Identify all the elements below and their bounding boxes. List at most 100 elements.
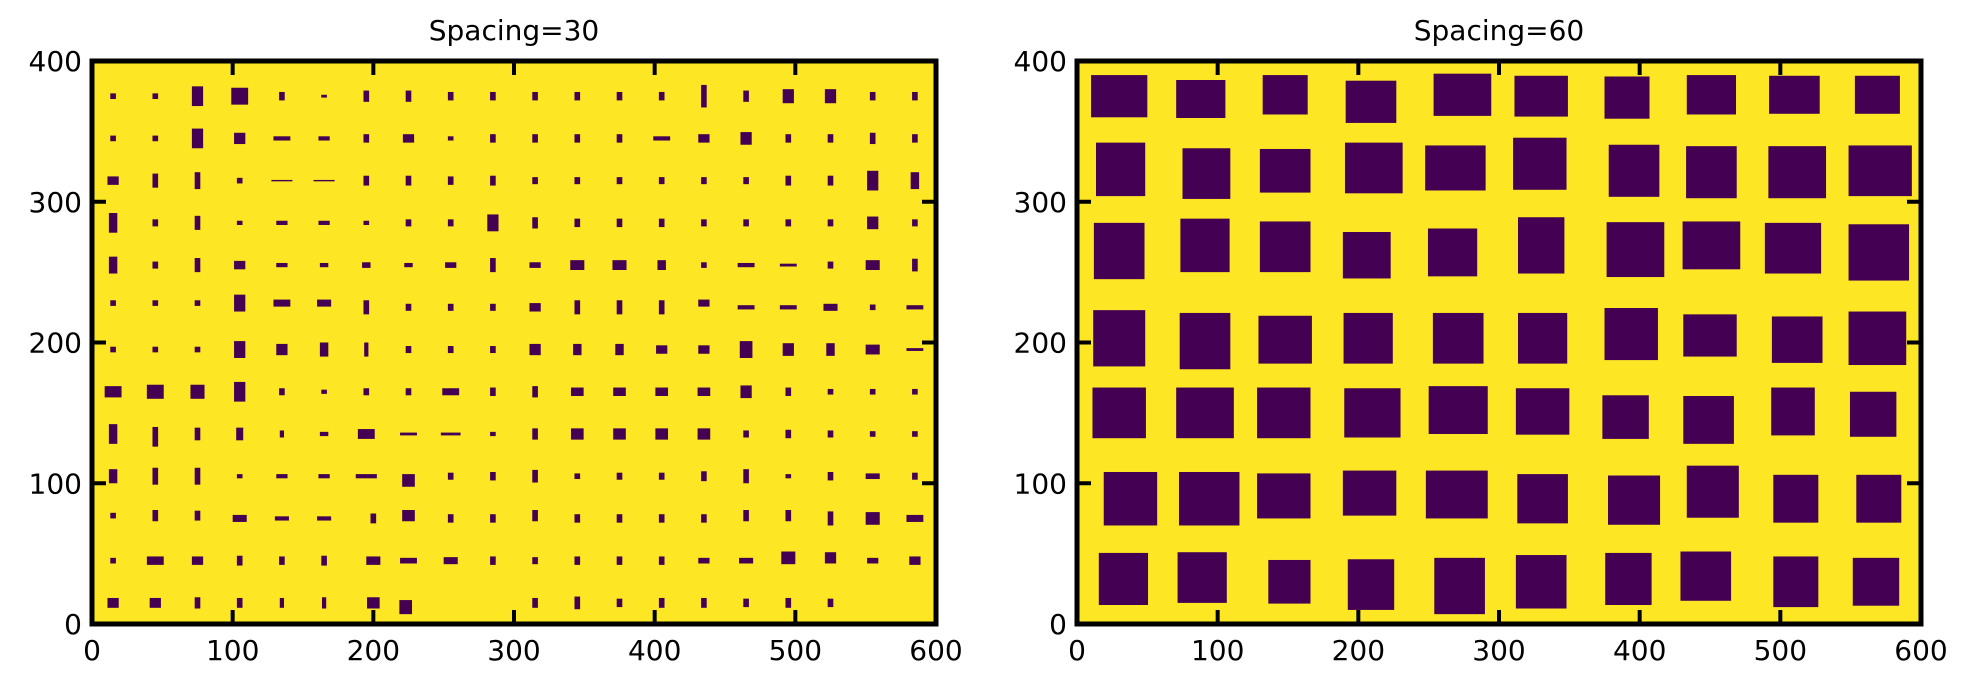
heatmap-cell-left-63 bbox=[402, 474, 415, 487]
heatmap-cell-left-254 bbox=[869, 91, 876, 101]
heatmap-cell-right-6 bbox=[1605, 552, 1652, 605]
heatmap-cell-left-228 bbox=[616, 134, 623, 143]
heatmap-cell-left-196 bbox=[107, 176, 119, 185]
heatmap-cell-left-184 bbox=[447, 219, 454, 227]
heatmap-cell-left-171 bbox=[737, 262, 755, 268]
heatmap-cell-left-115 bbox=[912, 388, 918, 395]
heatmap-cell-right-49 bbox=[1848, 224, 1910, 281]
heatmap-cell-left-179 bbox=[236, 220, 243, 225]
heatmap-cell-left-165 bbox=[490, 258, 496, 273]
heatmap-cell-left-252 bbox=[782, 89, 794, 104]
heatmap-cell-left-173 bbox=[827, 261, 834, 269]
heatmap-cell-right-36 bbox=[1604, 308, 1658, 361]
heatmap-cell-left-170 bbox=[701, 262, 707, 268]
x-tick-label-right-5: 500 bbox=[1754, 634, 1807, 667]
y-tick-label-right-0: 0 bbox=[1049, 608, 1067, 641]
heatmap-cell-left-129 bbox=[656, 345, 668, 354]
heatmap-cell-right-28 bbox=[1771, 387, 1815, 436]
heatmap-cell-left-108 bbox=[613, 387, 626, 396]
heatmap-cell-left-198 bbox=[194, 172, 201, 190]
y-tick-label-left-1: 100 bbox=[29, 467, 82, 500]
heatmap-cell-left-248 bbox=[616, 91, 623, 101]
heatmap-cell-right-52 bbox=[1259, 148, 1311, 193]
heatmap-cell-right-46 bbox=[1606, 222, 1665, 278]
heatmap-cell-right-4 bbox=[1434, 557, 1485, 615]
heatmap-cell-left-186 bbox=[532, 217, 538, 229]
heatmap-cell-left-216 bbox=[110, 135, 116, 142]
heatmap-cell-left-176 bbox=[108, 213, 118, 233]
heatmap-cell-left-181 bbox=[318, 220, 330, 225]
heatmap-cell-left-77 bbox=[152, 426, 159, 447]
heatmap-cell-left-167 bbox=[570, 260, 585, 271]
heatmap-cell-left-97 bbox=[146, 384, 164, 399]
heatmap-cell-left-166 bbox=[529, 262, 541, 268]
heatmap-cell-left-43 bbox=[402, 509, 415, 522]
heatmap-cell-left-122 bbox=[364, 342, 369, 357]
heatmap-cell-left-111 bbox=[740, 385, 752, 399]
heatmap-cell-left-210 bbox=[701, 177, 707, 185]
heatmap-cell-left-88 bbox=[613, 428, 626, 440]
heatmap-cell-right-34 bbox=[1432, 312, 1484, 364]
heatmap-cell-right-3 bbox=[1347, 559, 1395, 610]
heatmap-cell-left-212 bbox=[785, 175, 792, 186]
heatmap-cell-left-26 bbox=[532, 557, 538, 565]
heatmap-cell-right-67 bbox=[1686, 75, 1737, 115]
heatmap-cell-right-59 bbox=[1848, 145, 1912, 197]
heatmap-cell-left-201 bbox=[313, 179, 335, 182]
heatmap-cell-left-146 bbox=[529, 303, 541, 312]
heatmap-cell-left-224 bbox=[447, 136, 454, 141]
heatmap-cell-left-82 bbox=[357, 429, 375, 439]
heatmap-cell-left-91 bbox=[743, 430, 749, 438]
heatmap-cell-left-75 bbox=[912, 472, 918, 480]
heatmap-cell-left-53 bbox=[827, 511, 834, 526]
heatmap-cell-right-65 bbox=[1514, 75, 1568, 117]
heatmap-cell-left-68 bbox=[616, 472, 623, 480]
heatmap-cell-left-190 bbox=[701, 219, 707, 227]
heatmap-cell-left-180 bbox=[276, 220, 288, 225]
heatmap-cell-right-31 bbox=[1179, 312, 1231, 370]
heatmap-cell-left-112 bbox=[785, 387, 792, 396]
heatmap-cell-right-29 bbox=[1849, 391, 1897, 437]
heatmap-right: 0 100 200 300 400 500 600 0 100 200 300 400 bbox=[1014, 45, 1948, 667]
heatmap-cell-left-44 bbox=[447, 514, 454, 523]
heatmap-cell-left-125 bbox=[490, 346, 496, 354]
heatmap-cell-left-19 bbox=[236, 555, 243, 566]
x-tick-label-right-0: 0 bbox=[1068, 634, 1086, 667]
heatmap-cell-right-18 bbox=[1773, 474, 1819, 523]
heatmap-cell-left-155 bbox=[906, 305, 924, 310]
heatmap-cell-left-235 bbox=[912, 134, 918, 143]
heatmap-cell-left-96 bbox=[104, 386, 122, 398]
heatmap-cell-right-60 bbox=[1091, 75, 1148, 118]
heatmap-cell-left-104 bbox=[442, 388, 460, 396]
heatmap-cell-left-90 bbox=[697, 428, 711, 440]
heatmap-cell-left-30 bbox=[698, 557, 710, 564]
heatmap-cell-left-204 bbox=[447, 176, 454, 185]
heatmap-cell-left-78 bbox=[194, 427, 201, 441]
heatmap-cell-left-123 bbox=[405, 346, 412, 354]
heatmap-cell-left-218 bbox=[191, 128, 204, 149]
heatmap-cell-left-182 bbox=[363, 220, 370, 225]
heatmap-cell-left-16 bbox=[110, 557, 116, 564]
heatmap-cell-left-222 bbox=[363, 134, 370, 143]
heatmap-cell-left-249 bbox=[658, 91, 665, 101]
heatmap-cell-left-197 bbox=[152, 173, 159, 188]
heatmap-cell-left-72 bbox=[785, 474, 792, 479]
heatmap-cell-right-19 bbox=[1856, 474, 1902, 523]
heatmap-cell-left-236 bbox=[110, 93, 116, 100]
heatmap-cell-left-84 bbox=[440, 432, 461, 436]
x-tick-label-left-1: 100 bbox=[206, 634, 259, 667]
heatmap-cell-left-195 bbox=[912, 219, 918, 227]
heatmap-cell-left-141 bbox=[317, 299, 332, 307]
heatmap-cell-left-130 bbox=[698, 345, 710, 354]
heatmap-cell-left-66 bbox=[532, 469, 538, 483]
heatmap-cell-left-217 bbox=[152, 135, 159, 142]
heatmap-cell-left-60 bbox=[276, 474, 288, 479]
heatmap-cell-left-199 bbox=[236, 177, 243, 184]
heatmap-cell-left-215 bbox=[910, 172, 920, 190]
heatmap-cell-left-227 bbox=[574, 134, 581, 143]
heatmap-cell-left-28 bbox=[616, 556, 623, 565]
heatmap-cell-left-185 bbox=[487, 214, 499, 232]
heatmap-cell-left-49 bbox=[658, 514, 665, 523]
heatmap-cell-left-113 bbox=[827, 388, 834, 395]
heatmap-cell-left-101 bbox=[321, 389, 327, 394]
